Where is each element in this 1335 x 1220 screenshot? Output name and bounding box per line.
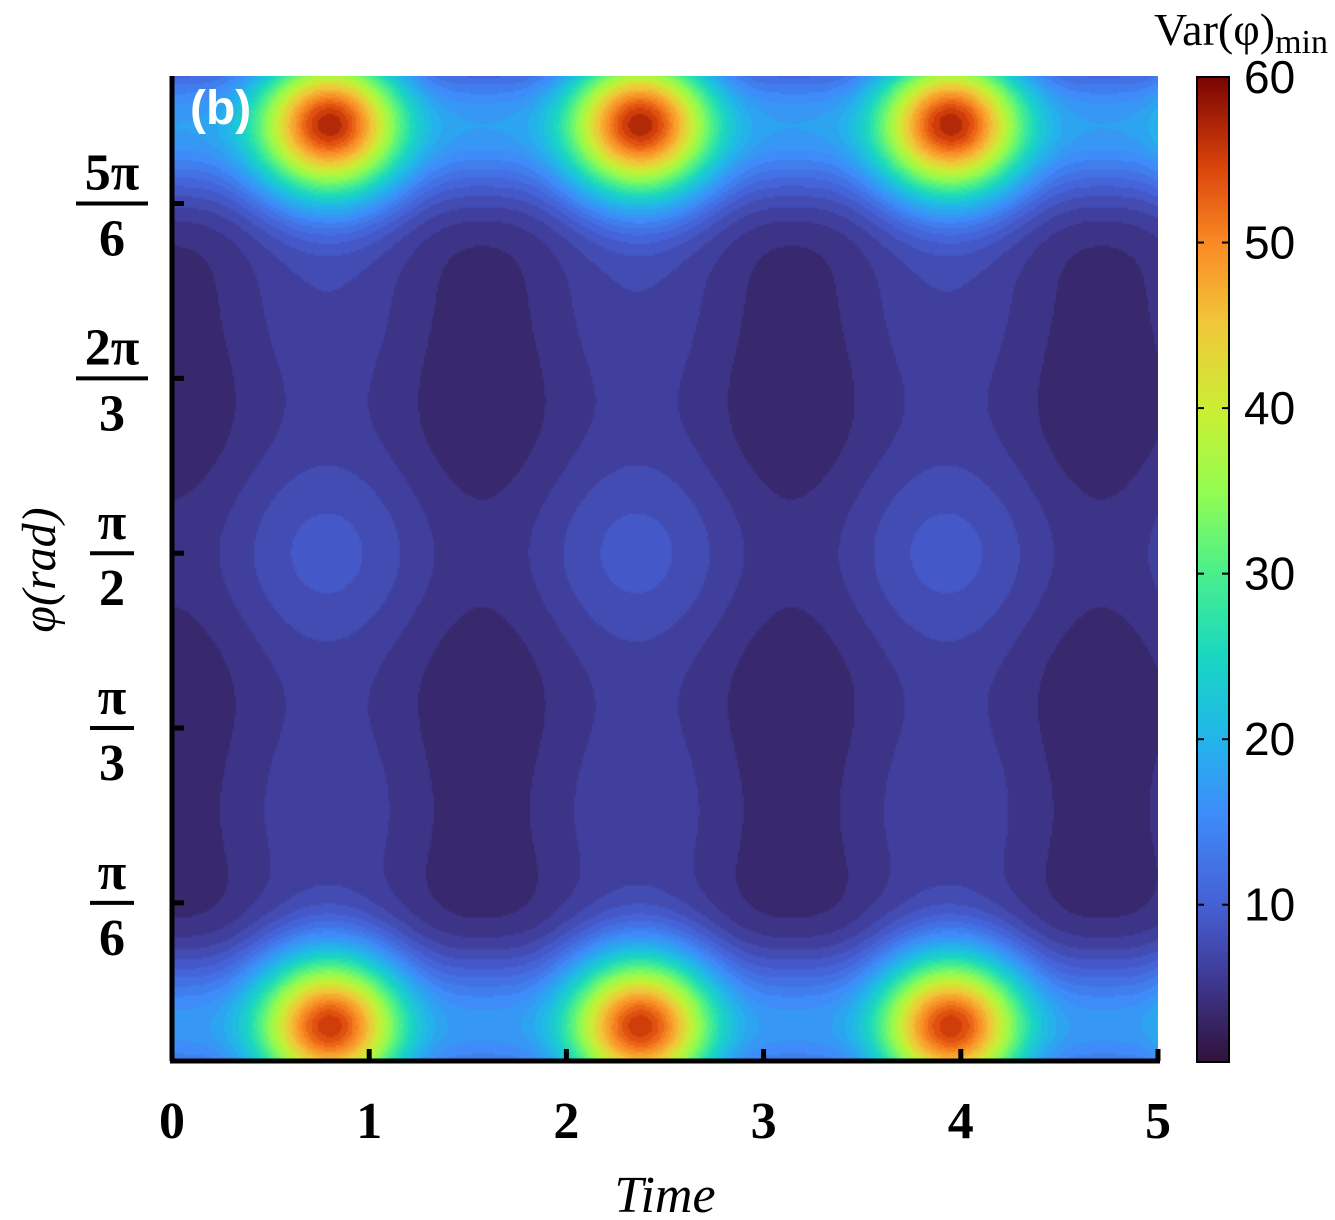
y-tick-numerator: π [98, 669, 127, 726]
heatmap-image [172, 76, 1158, 1061]
x-axis-label: Time [614, 1167, 715, 1220]
x-tick-label: 0 [159, 1093, 185, 1150]
y-ticks: π 6 π 3 π 2 2π 3 5π 6 [76, 145, 184, 967]
x-tick-label: 4 [948, 1093, 974, 1150]
colorbar-tick-label: 10 [1244, 879, 1295, 931]
x-tick-label: 2 [553, 1093, 579, 1150]
colorbar: 10 20 30 40 50 60 Var(φ)min [1154, 4, 1328, 1063]
colorbar-ticks: 10 20 30 40 50 60 [1197, 51, 1295, 931]
colorbar-title: Var(φ)min [1154, 4, 1328, 61]
axes [169, 76, 1160, 1064]
x-ticks: 0 1 2 3 4 5 [159, 1049, 1171, 1150]
x-tick-label: 1 [356, 1093, 382, 1150]
y-tick-denominator: 6 [99, 211, 125, 268]
y-axis-label: φ(rad) [13, 507, 66, 632]
colorbar-gradient [1196, 76, 1230, 1063]
colorbar-tick-label: 40 [1244, 382, 1295, 434]
colorbar-tick-label: 50 [1244, 217, 1295, 269]
colorbar-title-main: Var(φ) [1154, 4, 1275, 55]
colorbar-tick-label: 60 [1244, 51, 1295, 103]
x-tick-label: 5 [1145, 1093, 1171, 1150]
y-tick-denominator: 3 [99, 735, 125, 792]
colorbar-title-sub: min [1275, 24, 1328, 61]
y-tick-denominator: 6 [99, 910, 125, 967]
panel-label: (b) [190, 82, 251, 135]
colorbar-tick-label: 20 [1244, 713, 1295, 765]
y-tick-denominator: 2 [99, 560, 125, 617]
y-tick-denominator: 3 [99, 385, 125, 442]
y-tick-numerator: 5π [85, 145, 140, 202]
y-tick-numerator: 2π [85, 319, 140, 376]
heatmap [172, 76, 1158, 1061]
y-tick-numerator: π [98, 494, 127, 551]
colorbar-tick-label: 30 [1244, 548, 1295, 600]
y-tick-numerator: π [98, 844, 127, 901]
x-tick-label: 3 [751, 1093, 777, 1150]
